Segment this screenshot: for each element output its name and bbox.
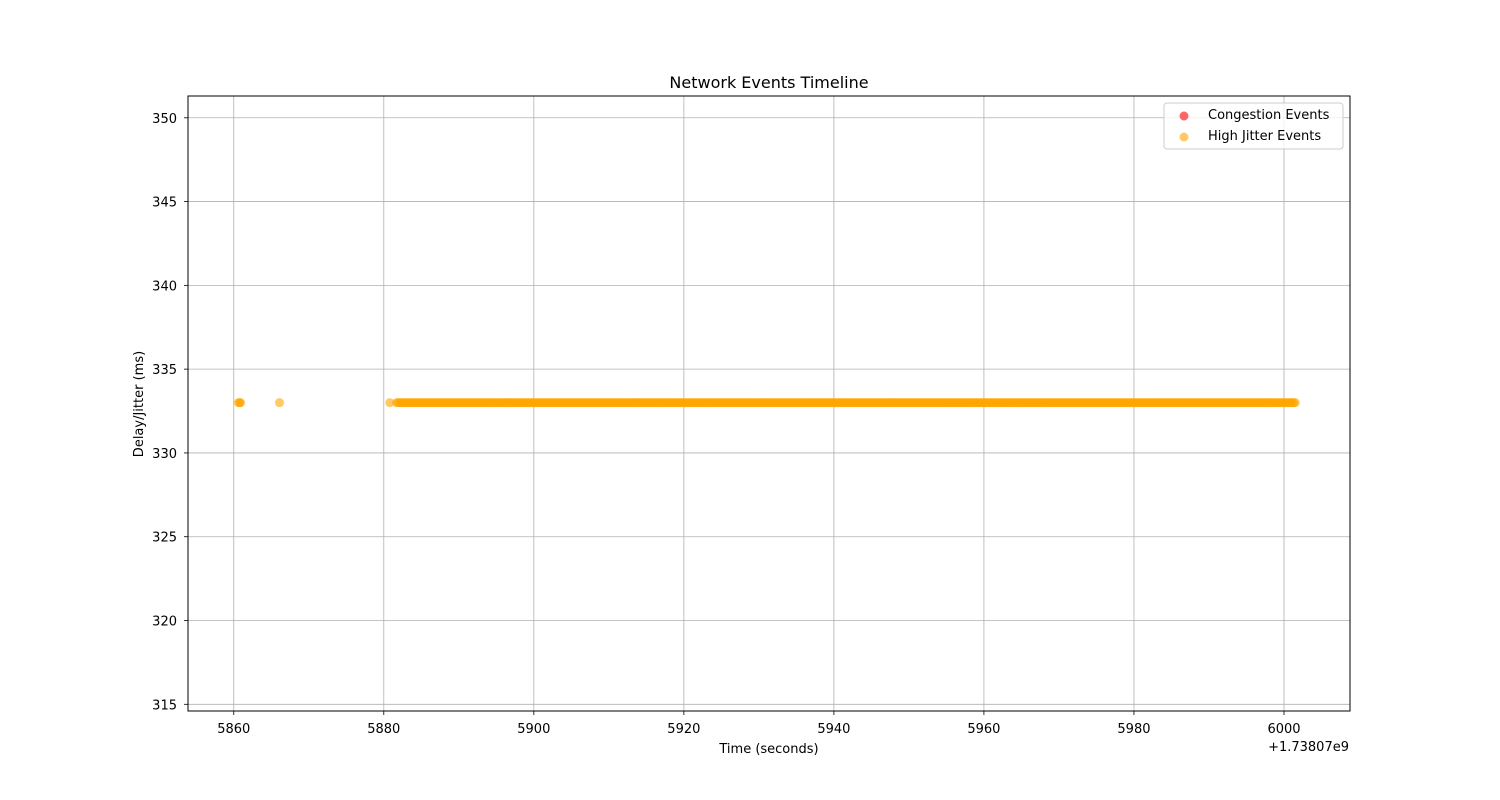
y-tick-label: 350 bbox=[152, 112, 177, 127]
legend-box bbox=[1163, 102, 1344, 150]
legend-label-high-jitter: High Jitter Events bbox=[1208, 129, 1321, 144]
x-tick-label: 5880 bbox=[367, 722, 400, 737]
x-axis-label: Time (seconds) bbox=[718, 742, 818, 757]
x-axis-ticks: 5860 5880 5900 5920 5940 5960 5980 6000 bbox=[217, 711, 1301, 737]
y-axis-label: Delay/Jitter (ms) bbox=[132, 351, 147, 457]
x-tick-label: 5900 bbox=[517, 722, 550, 737]
y-tick-label: 330 bbox=[152, 447, 177, 462]
y-tick-label: 325 bbox=[152, 531, 177, 546]
plot-frame bbox=[187, 95, 1351, 712]
high-jitter-events-point bbox=[385, 398, 395, 408]
high-jitter-events-point bbox=[236, 398, 246, 408]
legend: Congestion Events High Jitter Events bbox=[1163, 102, 1344, 150]
x-tick-label: 5980 bbox=[1117, 722, 1150, 737]
legend-label-congestion: Congestion Events bbox=[1208, 108, 1330, 123]
chart-title: Network Events Timeline bbox=[669, 73, 868, 92]
y-tick-label: 320 bbox=[152, 615, 177, 630]
high-jitter-events-point bbox=[275, 398, 285, 408]
scatter-points bbox=[233, 398, 1300, 408]
y-tick-label: 345 bbox=[152, 196, 177, 211]
x-tick-label: 5960 bbox=[967, 722, 1000, 737]
x-tick-label: 6000 bbox=[1267, 722, 1300, 737]
legend-marker-high-jitter bbox=[1179, 132, 1189, 142]
y-tick-label: 340 bbox=[152, 279, 177, 294]
grid-lines bbox=[188, 96, 1350, 711]
legend-marker-congestion bbox=[1179, 111, 1189, 121]
high-jitter-events-point bbox=[1290, 398, 1300, 408]
y-tick-label: 335 bbox=[152, 363, 177, 378]
x-axis-offset-label: +1.73807e9 bbox=[1268, 740, 1349, 755]
x-tick-label: 5860 bbox=[217, 722, 250, 737]
x-tick-label: 5920 bbox=[667, 722, 700, 737]
x-tick-label: 5940 bbox=[817, 722, 850, 737]
y-tick-label: 315 bbox=[152, 698, 177, 713]
y-axis-ticks: 315 320 325 330 335 340 345 350 bbox=[152, 112, 188, 713]
